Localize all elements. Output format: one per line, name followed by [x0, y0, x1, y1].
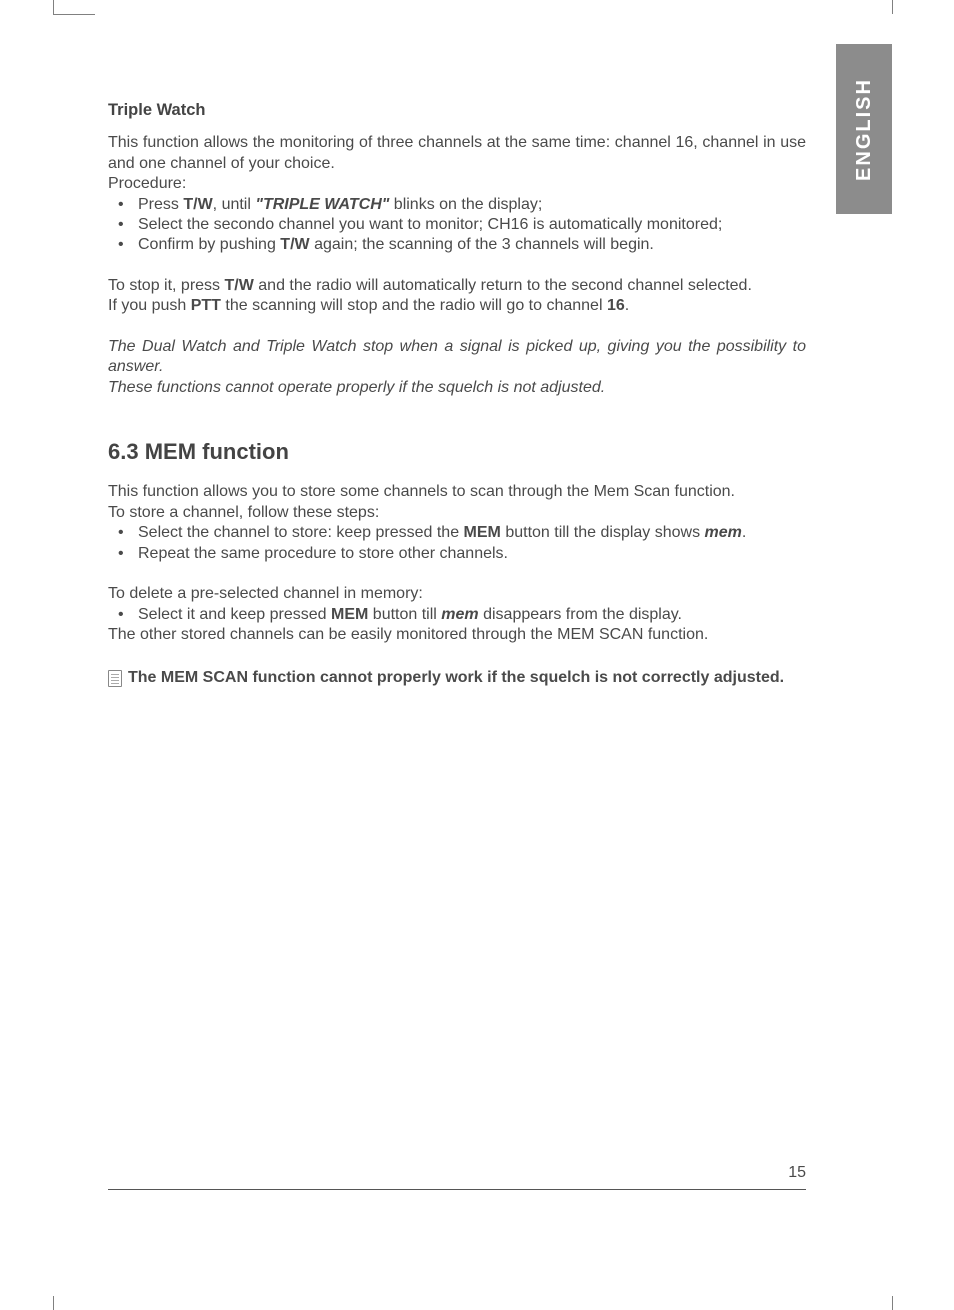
note-text: The MEM SCAN function cannot properly wo… [128, 668, 784, 688]
text: disappears from the display. [479, 606, 682, 623]
text: . [625, 297, 629, 314]
body-text-italic: The Dual Watch and Triple Watch stop whe… [108, 337, 806, 378]
language-tab-label: ENGLISH [853, 78, 876, 181]
text: If you push [108, 297, 191, 314]
text: button till the display shows [501, 524, 705, 541]
text: the scanning will stop and the radio wil… [221, 297, 607, 314]
text-bold: MEM [331, 606, 368, 623]
footer-rule [108, 1189, 806, 1190]
text-bold: 16 [607, 297, 625, 314]
text: Repeat the same procedure to store other… [138, 545, 508, 562]
text-bold-italic: mem [441, 606, 478, 623]
language-tab: ENGLISH [836, 44, 892, 214]
text: Select the secondo channel you want to m… [138, 216, 722, 233]
body-text: If you push PTT the scanning will stop a… [108, 296, 806, 316]
body-text: This function allows you to store some c… [108, 482, 806, 502]
text: and the radio will automatically return … [254, 277, 752, 294]
text: button till [368, 606, 441, 623]
list-item: Confirm by pushing T/W again; the scanni… [108, 235, 806, 255]
list-item: Select it and keep pressed MEM button ti… [108, 605, 806, 625]
crop-mark [53, 14, 95, 15]
text: Confirm by pushing [138, 236, 280, 253]
procedure-list: Press T/W, until "TRIPLE WATCH" blinks o… [108, 195, 806, 256]
text: blinks on the display; [389, 196, 542, 213]
section-heading-mem-function: 6.3 MEM function [108, 438, 806, 466]
list-item: Select the channel to store: keep presse… [108, 523, 806, 543]
crop-mark [53, 0, 54, 14]
text-bold-italic: mem [705, 524, 742, 541]
text: again; the scanning of the 3 channels wi… [310, 236, 654, 253]
body-text: The other stored channels can be easily … [108, 625, 806, 645]
page-number: 15 [788, 1164, 806, 1182]
body-text: To store a channel, follow these steps: [108, 503, 806, 523]
store-steps-list: Select the channel to store: keep presse… [108, 523, 806, 564]
manual-page: ENGLISH Triple Watch This function allow… [0, 0, 954, 1310]
crop-mark [53, 1296, 54, 1310]
text: To stop it, press [108, 277, 225, 294]
text-bold-italic: "TRIPLE WATCH" [255, 196, 389, 213]
text-bold: T/W [225, 277, 254, 294]
list-item: Select the secondo channel you want to m… [108, 215, 806, 235]
text: , until [213, 196, 256, 213]
text: . [742, 524, 746, 541]
note: The MEM SCAN function cannot properly wo… [108, 668, 806, 688]
text: Press [138, 196, 183, 213]
crop-mark [892, 0, 893, 14]
text-bold: T/W [280, 236, 309, 253]
body-text: To delete a pre-selected channel in memo… [108, 584, 806, 604]
list-item: Repeat the same procedure to store other… [108, 544, 806, 564]
text-bold: PTT [191, 297, 221, 314]
body-text: To stop it, press T/W and the radio will… [108, 276, 806, 296]
body-text-italic: These functions cannot operate properly … [108, 378, 806, 398]
page-content: Triple Watch This function allows the mo… [108, 100, 806, 688]
crop-mark [892, 1296, 893, 1310]
text: Select it and keep pressed [138, 606, 331, 623]
body-text: Procedure: [108, 174, 806, 194]
section-heading-triple-watch: Triple Watch [108, 100, 806, 121]
delete-steps-list: Select it and keep pressed MEM button ti… [108, 605, 806, 625]
note-icon [108, 670, 122, 687]
text-bold: MEM [464, 524, 501, 541]
text: Select the channel to store: keep presse… [138, 524, 464, 541]
body-text: This function allows the monitoring of t… [108, 133, 806, 174]
text-bold: T/W [183, 196, 212, 213]
list-item: Press T/W, until "TRIPLE WATCH" blinks o… [108, 195, 806, 215]
